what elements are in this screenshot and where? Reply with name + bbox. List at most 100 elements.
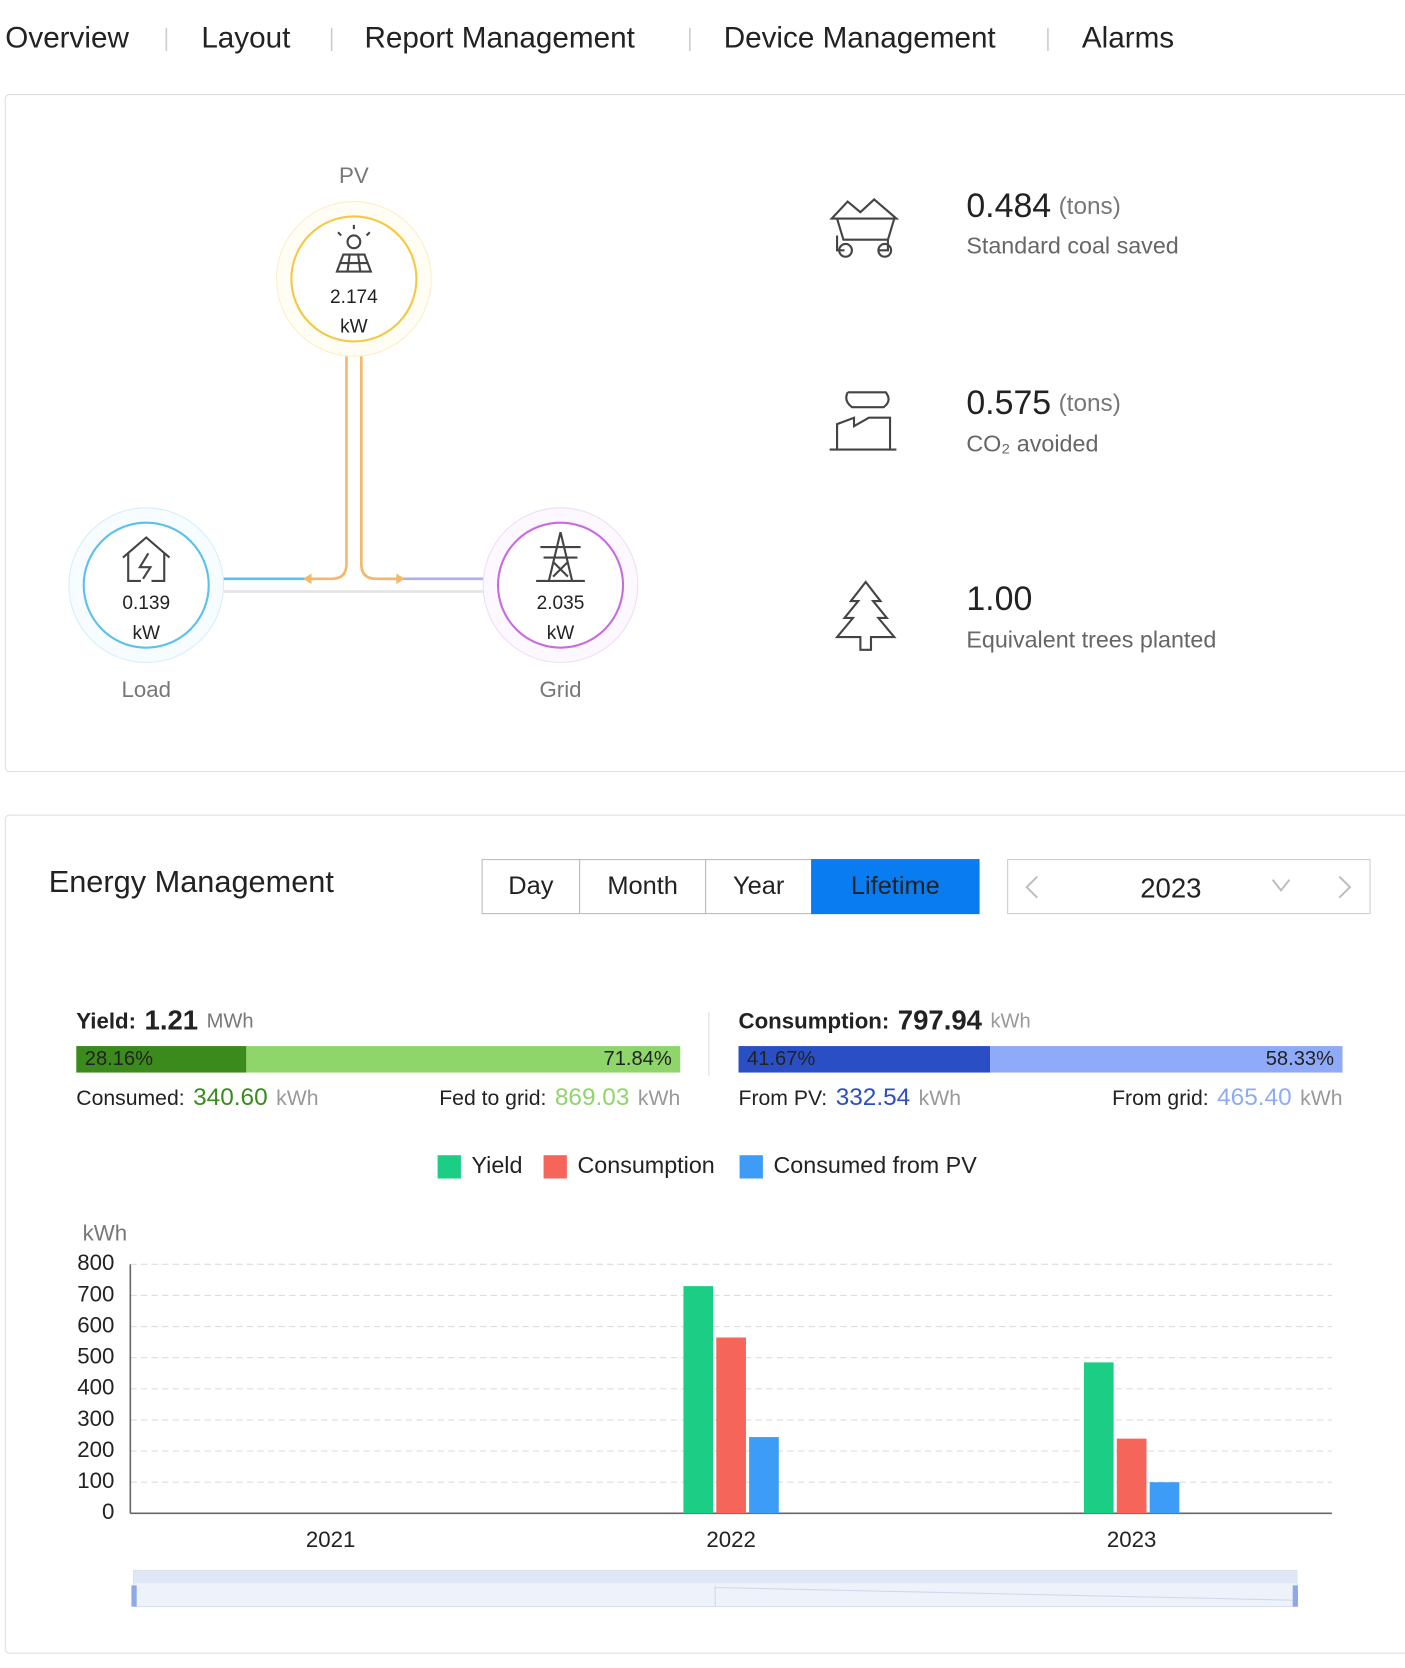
nav-separators xyxy=(165,27,1049,52)
nav-item[interactable]: Overview xyxy=(5,21,129,54)
tab-label[interactable]: Lifetime xyxy=(851,872,940,900)
right-label: Fed to grid: xyxy=(439,1087,546,1110)
summary-right: Fed to grid: 869.03 kWh xyxy=(439,1084,680,1111)
split-bar xyxy=(990,1046,1343,1073)
left-value: 332.54 xyxy=(836,1084,911,1111)
tab-box[interactable] xyxy=(579,859,707,915)
legend-swatch[interactable] xyxy=(543,1155,567,1179)
node-value: 0.139 xyxy=(122,593,170,614)
stat-unit: (tons) xyxy=(1059,390,1121,417)
stat-value: 0.575 xyxy=(966,384,1051,422)
y-tick-label: 0 xyxy=(102,1499,114,1524)
picker-box xyxy=(1007,859,1371,915)
slider-handle[interactable] xyxy=(131,1585,137,1607)
left-unit: kWh xyxy=(276,1087,318,1110)
period-picker[interactable]: 2023 xyxy=(1007,859,1371,915)
right-unit: kWh xyxy=(638,1087,680,1110)
stat-value: 0.484 xyxy=(966,187,1051,225)
split-bar xyxy=(738,1046,991,1073)
legend-swatch[interactable] xyxy=(739,1155,763,1179)
stat-line: 0.484 (tons) xyxy=(966,187,1121,225)
yield-summary: Yield: 1.21 MWh Consumed: 340.60 kWh Fed to … xyxy=(76,1005,680,1111)
left-label: Consumed: xyxy=(76,1087,184,1110)
summary-right: From grid: 465.40 kWh xyxy=(1112,1084,1342,1111)
legend-label[interactable]: Yield xyxy=(472,1152,523,1178)
nav-item[interactable]: Alarms xyxy=(1082,21,1174,54)
node-value: 2.035 xyxy=(537,593,585,614)
left-unit: kWh xyxy=(919,1087,961,1110)
zoom-slider[interactable] xyxy=(131,1570,1298,1608)
stat-unit: (tons) xyxy=(1059,193,1121,220)
pv-node: PV 2.174 kW xyxy=(276,163,432,357)
summary-left: From PV: 332.54 kWh xyxy=(739,1084,962,1111)
bar xyxy=(716,1337,746,1514)
tab-label[interactable]: Day xyxy=(508,872,553,900)
left-label: From PV: xyxy=(739,1087,828,1110)
overview-panel xyxy=(4,94,1405,773)
left-value: 340.60 xyxy=(193,1084,268,1111)
tab-label[interactable]: Month xyxy=(607,872,678,900)
legend-label[interactable]: Consumption xyxy=(577,1152,714,1178)
node-label: Load xyxy=(121,677,171,702)
y-tick-label: 700 xyxy=(77,1281,114,1306)
tab-box[interactable] xyxy=(705,859,813,915)
tab-label[interactable]: Year xyxy=(733,872,785,900)
y-tick-label: 600 xyxy=(77,1312,114,1337)
grid-node: Grid 2.035 kW xyxy=(482,507,639,702)
summary-total: 797.94 xyxy=(898,1005,983,1036)
tab-box[interactable] xyxy=(811,859,980,915)
period-value[interactable]: 2023 xyxy=(1140,873,1201,904)
right-value: 869.03 xyxy=(555,1084,630,1111)
summary-unit: kWh xyxy=(990,1011,1030,1033)
stat-label: CO₂ avoided xyxy=(966,430,1098,456)
bar xyxy=(683,1286,714,1514)
node-label: PV xyxy=(339,163,369,188)
nav-item[interactable]: Device Management xyxy=(724,21,997,54)
legend-label[interactable]: Consumed from PV xyxy=(773,1152,977,1178)
node-unit: kW xyxy=(132,623,160,644)
x-tick-label: 2023 xyxy=(1107,1527,1157,1552)
summary-head: Yield: 1.21 MWh xyxy=(76,1005,253,1036)
summary-total: 1.21 xyxy=(145,1005,199,1036)
y-tick-label: 800 xyxy=(77,1250,114,1275)
bar xyxy=(1083,1362,1114,1514)
node-unit: kW xyxy=(340,317,368,338)
split-label: 28.16% xyxy=(85,1048,153,1070)
right-value: 465.40 xyxy=(1217,1084,1292,1111)
nav-item[interactable]: Report Management xyxy=(364,21,635,54)
right-unit: kWh xyxy=(1300,1087,1342,1110)
tab-box[interactable] xyxy=(481,859,581,915)
y-tick-label: 200 xyxy=(77,1437,114,1462)
slider-handle[interactable] xyxy=(1292,1585,1298,1607)
flow-lines xyxy=(209,342,499,593)
stat-label: Equivalent trees planted xyxy=(966,626,1216,652)
nav-item[interactable]: Layout xyxy=(201,21,291,54)
y-tick-label: 400 xyxy=(77,1375,114,1400)
chart: 0 100 200 300 400 500 600 700 800 2021 2022 2023 Yie… xyxy=(77,1152,1332,1552)
right-label: From grid: xyxy=(1112,1087,1209,1110)
split-bar xyxy=(246,1046,681,1073)
summary-label: Consumption: xyxy=(739,1009,890,1034)
nav-bar: Overview Layout Report Management Device Ma… xyxy=(5,21,1174,54)
slider-shadow xyxy=(714,1585,1295,1607)
picker-arrows[interactable] xyxy=(1025,875,1352,899)
bar xyxy=(749,1437,779,1514)
split-label: 71.84% xyxy=(604,1048,672,1070)
y-tick-label: 300 xyxy=(77,1406,114,1431)
slider-handle-bar[interactable] xyxy=(133,1570,1297,1584)
split-label: 41.67% xyxy=(747,1048,815,1070)
period-tabs: Day Month Year Lifetime xyxy=(481,859,980,915)
stat-value: 1.00 xyxy=(966,580,1032,618)
y-axis-label: kWh xyxy=(83,1221,128,1246)
legend-swatch[interactable] xyxy=(437,1155,461,1179)
split-bar xyxy=(76,1046,247,1073)
energy-panel xyxy=(4,814,1405,1654)
summary-head: Consumption: 797.94 kWh xyxy=(739,1005,1031,1036)
summary-label: Yield: xyxy=(76,1009,136,1034)
stat-label: Standard coal saved xyxy=(966,232,1178,258)
y-tick-label: 100 xyxy=(77,1468,114,1493)
consumption-summary: Consumption: 797.94 kWh From PV: 332.54 kWh … xyxy=(739,1005,1343,1111)
summary-unit: MWh xyxy=(207,1011,254,1033)
